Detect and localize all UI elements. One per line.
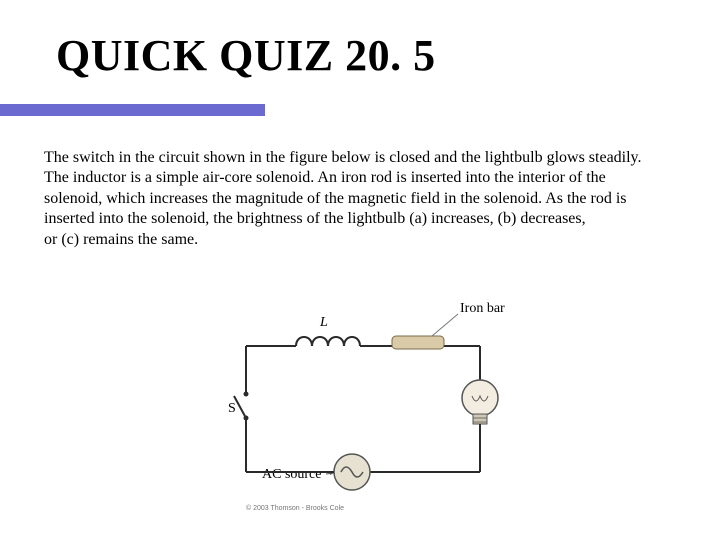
switch-label: S bbox=[228, 401, 236, 416]
body-text: The switch in the circuit shown in the f… bbox=[44, 148, 664, 250]
circuit-diagram: L Iron bar bbox=[200, 300, 560, 520]
iron-bar-icon bbox=[392, 336, 444, 349]
accent-bar bbox=[0, 104, 265, 116]
body-paragraph: The switch in the circuit shown in the f… bbox=[44, 149, 642, 227]
ac-source-icon bbox=[334, 454, 370, 490]
switch-icon bbox=[234, 392, 249, 421]
iron-bar-label: Iron bar bbox=[460, 301, 505, 316]
iron-bar-leader bbox=[432, 314, 458, 336]
slide: QUICK QUIZ 20. 5 The switch in the circu… bbox=[0, 0, 720, 540]
inductor-icon bbox=[296, 337, 360, 346]
slide-title: QUICK QUIZ 20. 5 bbox=[56, 30, 436, 81]
ac-source-label: AC source bbox=[262, 467, 322, 482]
inductor-label: L bbox=[319, 315, 328, 330]
lightbulb-icon bbox=[462, 380, 498, 424]
diagram-copyright: © 2003 Thomson - Brooks Cole bbox=[246, 504, 344, 512]
body-paragraph-last: or (c) remains the same. bbox=[44, 231, 198, 248]
